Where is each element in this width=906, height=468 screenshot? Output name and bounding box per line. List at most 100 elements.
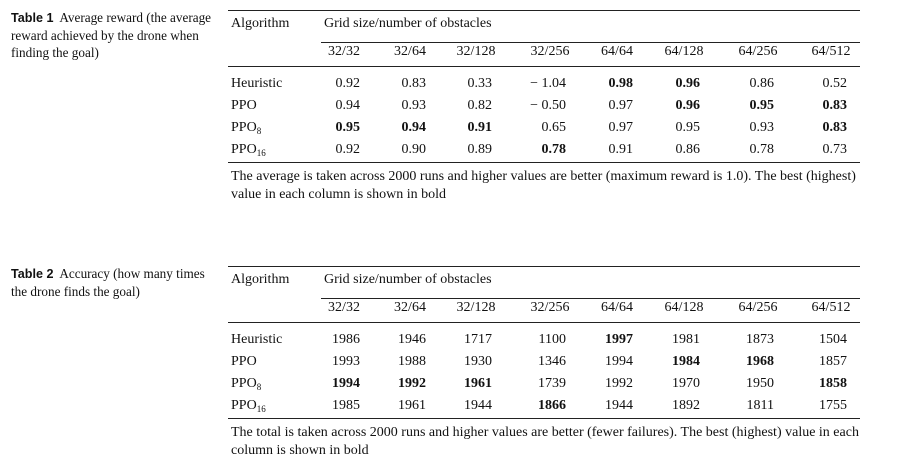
table-cell: 0.91 (608, 142, 634, 157)
table-cell: 1946 (398, 332, 426, 347)
table-cell: 1984 (672, 354, 700, 369)
column-header: 32/128 (456, 300, 496, 315)
column-header: 32/64 (394, 300, 426, 315)
table-cell: 0.86 (675, 142, 701, 157)
table-cell: 1992 (605, 376, 633, 391)
table-cell: 1857 (819, 354, 847, 369)
table-cell: 0.78 (749, 142, 775, 157)
row-label-text: PPO (231, 98, 257, 113)
row-label-text: PPO (231, 142, 257, 157)
table-cell: 1970 (672, 376, 700, 391)
table-cell: 0.78 (541, 142, 567, 157)
table-cell: 0.83 (401, 76, 427, 91)
table-cell: 0.91 (467, 120, 493, 135)
row-label: Heuristic (231, 332, 282, 348)
table-2-caption-text: Accuracy (how many times the drone finds… (11, 266, 205, 299)
table-cell: 1968 (746, 354, 774, 369)
table-2-label: Table 2 (11, 267, 54, 281)
table-1-caption-text: Average reward (the average reward achie… (11, 10, 212, 60)
row-label-subscript: 8 (256, 126, 262, 136)
table-cell: 1961 (464, 376, 492, 391)
table-cell: 0.96 (675, 76, 701, 91)
table-cell: 0.95 (749, 98, 775, 113)
algorithm-header: Algorithm (231, 272, 290, 287)
table-cell: 0.97 (608, 98, 634, 113)
row-label: Heuristic (231, 76, 282, 92)
table-1: Algorithm Grid size/number of obstacles 32… (228, 10, 860, 210)
table-cell: 1873 (746, 332, 774, 347)
table-rule (228, 162, 860, 163)
table-cell: 0.89 (467, 142, 493, 157)
table-cell: 0.98 (608, 76, 634, 91)
table-cell: 1950 (746, 376, 774, 391)
table-cell: 1981 (672, 332, 700, 347)
table-cell: 1930 (464, 354, 492, 369)
column-header: 64/128 (664, 44, 704, 59)
column-header: 64/512 (811, 300, 851, 315)
algorithm-header: Algorithm (231, 16, 290, 31)
table-2: Algorithm Grid size/number of obstacles 32… (228, 266, 860, 466)
column-header: 64/128 (664, 300, 704, 315)
column-header: 64/64 (601, 44, 633, 59)
table-rule (228, 418, 860, 419)
table-cell: 0.92 (335, 142, 361, 157)
row-label-text: PPO (231, 376, 257, 391)
table-cell: 0.52 (822, 76, 848, 91)
row-label-subscript: 16 (256, 404, 266, 414)
row-label: PPO8 (231, 120, 261, 136)
row-label: PPO16 (231, 398, 266, 414)
table-cell: 1944 (605, 398, 633, 413)
table-cell: 1992 (398, 376, 426, 391)
table-cell: 1997 (605, 332, 633, 347)
table-cell: 1892 (672, 398, 700, 413)
column-header: 32/256 (530, 300, 570, 315)
column-group-header: Grid size/number of obstacles (324, 16, 492, 31)
row-label: PPO16 (231, 142, 266, 158)
table-rule (321, 42, 860, 43)
table-rule (321, 298, 860, 299)
table-cell: 1994 (605, 354, 633, 369)
column-header: 32/32 (328, 44, 360, 59)
table-rule (228, 266, 860, 267)
column-header: 32/64 (394, 44, 426, 59)
table-cell: 1985 (332, 398, 360, 413)
table-cell: − 1.04 (530, 76, 566, 91)
column-header: 32/32 (328, 300, 360, 315)
row-label: PPO8 (231, 376, 261, 392)
table-cell: − 0.50 (530, 98, 566, 113)
table-rule (228, 10, 860, 11)
table-cell: 1988 (398, 354, 426, 369)
table-cell: 1755 (819, 398, 847, 413)
row-label-text: Heuristic (231, 76, 283, 91)
table-cell: 1346 (538, 354, 566, 369)
table-cell: 1504 (819, 332, 847, 347)
table-cell: 1986 (332, 332, 360, 347)
table-cell: 1739 (538, 376, 566, 391)
table-cell: 0.83 (822, 98, 848, 113)
table-cell: 0.33 (467, 76, 493, 91)
column-header: 64/512 (811, 44, 851, 59)
row-label-subscript: 8 (256, 382, 262, 392)
table-cell: 1961 (398, 398, 426, 413)
table-cell: 0.90 (401, 142, 427, 157)
row-label: PPO (231, 98, 257, 114)
table-cell: 0.93 (749, 120, 775, 135)
table-footnote: The average is taken across 2000 runs an… (231, 169, 856, 202)
row-label-text: PPO (231, 354, 257, 369)
column-header: 64/64 (601, 300, 633, 315)
column-header: 64/256 (738, 300, 778, 315)
table-cell: 0.95 (335, 120, 361, 135)
table-cell: 1100 (538, 332, 566, 347)
table-cell: 1717 (464, 332, 492, 347)
table-cell: 0.86 (749, 76, 775, 91)
table-cell: 0.92 (335, 76, 361, 91)
table-rule (228, 66, 860, 67)
column-header: 32/128 (456, 44, 496, 59)
row-label-text: Heuristic (231, 332, 283, 347)
table-rule (228, 322, 860, 323)
table-cell: 0.65 (541, 120, 567, 135)
table-cell: 1944 (464, 398, 492, 413)
table-cell: 0.96 (675, 98, 701, 113)
table-cell: 0.93 (401, 98, 427, 113)
table-cell: 0.83 (822, 120, 848, 135)
